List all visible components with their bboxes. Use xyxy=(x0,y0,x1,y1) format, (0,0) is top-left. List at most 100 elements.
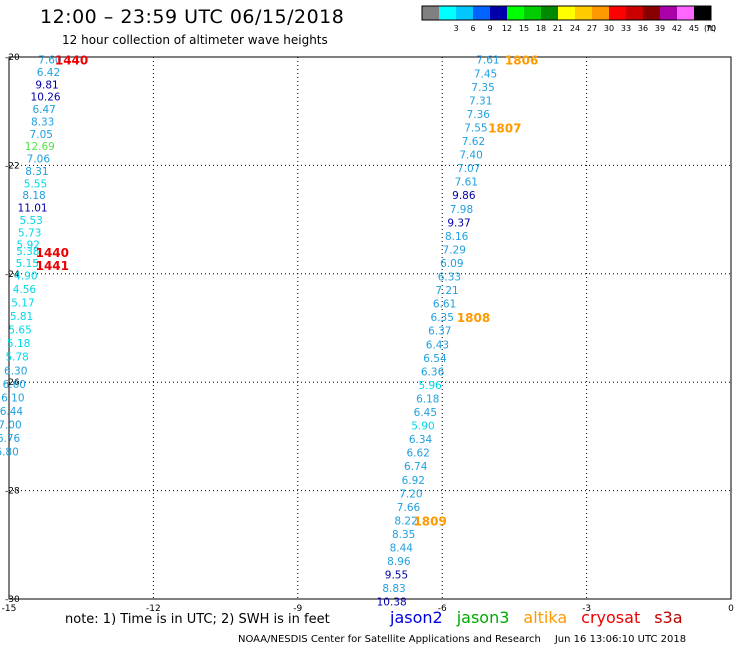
swh-value: 4.56 xyxy=(13,284,37,296)
swh-value: 7.31 xyxy=(469,95,492,107)
swh-value: 6.37 xyxy=(428,326,451,338)
swh-value: 6.10 xyxy=(1,392,24,404)
swh-value: 6.43 xyxy=(426,339,449,351)
swh-value: 8.44 xyxy=(390,543,414,555)
swh-value: 8.96 xyxy=(387,556,411,568)
pass-number-label: 1440 xyxy=(55,54,88,68)
credit-footer: NOAA/NESDIS Center for Satellite Applica… xyxy=(238,634,686,645)
swh-value: 7.36 xyxy=(467,109,491,121)
swh-value: 12.69 xyxy=(25,141,55,153)
color-bin-label: 27 xyxy=(587,24,597,33)
swh-value: 6.33 xyxy=(438,272,461,284)
swh-value: 6.30 xyxy=(4,365,27,377)
swh-value: 5.73 xyxy=(18,228,41,240)
legend-cryosat: cryosat xyxy=(581,608,641,627)
swh-value: 7.06 xyxy=(27,153,51,165)
color-bin-label: 12 xyxy=(502,24,512,33)
swh-value: 6.47 xyxy=(32,104,55,116)
color-unit-label: (ft) xyxy=(704,24,716,33)
x-tick-label: -9 xyxy=(293,604,302,614)
swh-value: 4.90 xyxy=(14,270,37,282)
color-bin xyxy=(626,6,643,20)
swh-value: 5.78 xyxy=(5,352,28,364)
swh-value: 6.34 xyxy=(409,434,433,446)
swh-value: 8.35 xyxy=(392,529,415,541)
swh-value: 5.55 xyxy=(24,178,47,190)
swh-value: 6.76 xyxy=(0,433,21,445)
swh-value: 6.62 xyxy=(406,448,429,460)
color-bin-label: 70 xyxy=(706,24,716,33)
swh-value: 7.40 xyxy=(459,150,482,162)
color-bin xyxy=(507,6,524,20)
generated-timestamp: Jun 16 13:06:10 UTC 2018 xyxy=(554,634,687,645)
pass-number-label: 1808 xyxy=(457,311,490,325)
color-bin xyxy=(439,6,456,20)
swh-value: 9.86 xyxy=(452,190,476,202)
swh-value: 7.45 xyxy=(474,68,497,80)
swh-value: 5.90 xyxy=(411,421,434,433)
pass-number-label: 1441 xyxy=(36,259,69,273)
color-bin xyxy=(456,6,473,20)
color-bin-label: 33 xyxy=(621,24,631,33)
pass-number-label: 1806 xyxy=(505,54,538,68)
x-tick-label: -6 xyxy=(438,604,447,614)
color-bin-label: 15 xyxy=(519,24,529,33)
color-bin-label: 3 xyxy=(453,24,458,33)
swh-value: 7.05 xyxy=(30,129,53,141)
color-bin xyxy=(575,6,592,20)
swh-value: 5.53 xyxy=(19,215,42,227)
swh-value: 6.60 xyxy=(3,379,26,391)
swh-value: 5.81 xyxy=(10,311,33,323)
credit-text: NOAA/NESDIS Center for Satellite Applica… xyxy=(238,634,541,645)
swh-value: 6.35 xyxy=(431,312,454,324)
swh-value: 8.22 xyxy=(394,515,417,527)
color-scale-bar: 3 6 9 12 15 18 21 24 27 30 33 36 39 42 45 70(ft) xyxy=(421,5,716,33)
swh-value: 7.60 xyxy=(38,55,61,67)
swh-value: 7.20 xyxy=(399,488,422,500)
x-tick-label: -15 xyxy=(2,604,17,614)
swh-value: 6.54 xyxy=(423,353,447,365)
swh-value: 8.83 xyxy=(382,583,405,595)
swh-value: 6.44 xyxy=(0,406,23,418)
swh-value: 6.45 xyxy=(414,407,437,419)
color-bin xyxy=(609,6,626,20)
swh-value: 6.09 xyxy=(440,258,463,270)
swh-value: 9.37 xyxy=(447,217,470,229)
swh-value: 7.66 xyxy=(397,502,421,514)
track-altika: 7.617.457.357.317.367.557.627.407.077.61… xyxy=(377,55,500,609)
pass-number-label: 1440 xyxy=(36,246,69,260)
swh-value: 5.17 xyxy=(11,298,34,310)
swh-value: 5.96 xyxy=(418,380,442,392)
swh-value: 6.92 xyxy=(402,475,425,487)
swh-value: 6.42 xyxy=(37,67,60,79)
swh-value: 7.98 xyxy=(450,204,473,216)
color-bin-label: 39 xyxy=(655,24,665,33)
chart-title: 12:00 – 23:59 UTC 06/15/2018 xyxy=(40,6,345,28)
color-bin xyxy=(541,6,558,20)
color-bin xyxy=(643,6,660,20)
swh-value: 6.36 xyxy=(421,366,445,378)
x-tick-label: -3 xyxy=(582,604,591,614)
legend-s3a: s3a xyxy=(654,608,683,627)
color-bin-label: 45 xyxy=(689,24,699,33)
color-bin-label: 6 xyxy=(470,24,475,33)
y-tick-label: -26 xyxy=(5,378,20,388)
swh-value: 5.65 xyxy=(8,325,31,337)
swh-value: 8.33 xyxy=(31,116,54,128)
y-tick-label: -20 xyxy=(5,53,20,63)
swh-value: 10.26 xyxy=(31,92,61,104)
color-bin xyxy=(592,6,609,20)
color-bin xyxy=(422,6,439,20)
y-tick-label: -28 xyxy=(5,487,20,497)
swh-value: 6.80 xyxy=(0,447,19,459)
swh-value: 10.38 xyxy=(377,597,407,609)
swh-value: 8.18 xyxy=(22,190,45,202)
plot-frame xyxy=(8,56,732,600)
satellite-legend: jason2 jason3 altika cryosat s3a xyxy=(390,608,697,627)
color-bin xyxy=(558,6,575,20)
color-bin-label: 30 xyxy=(604,24,614,33)
swh-value: 7.29 xyxy=(443,244,466,256)
color-bin-label: 9 xyxy=(487,24,492,33)
y-tick-label: -24 xyxy=(5,270,20,280)
x-tick-label: 0 xyxy=(728,604,734,614)
